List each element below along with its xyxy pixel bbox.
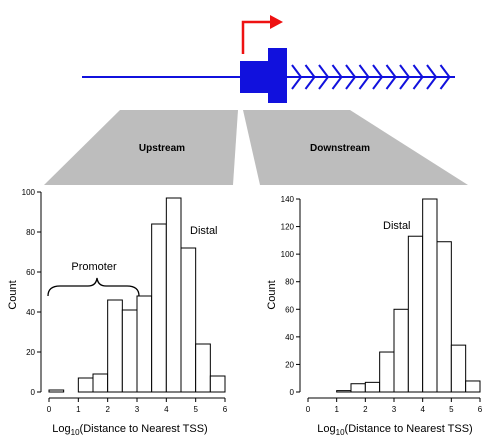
histogram-bar (107, 299, 123, 393)
y-axis-label: Count (7, 280, 19, 309)
x-tick-label: 5 (193, 405, 198, 414)
chevron-icon (372, 64, 384, 90)
histogram-bar (121, 309, 138, 393)
direction-chevrons (291, 64, 451, 90)
x-axis-label-subscript: 10 (336, 428, 345, 437)
axes: 0 20 40 60 80 100 0 1 2 3 4 5 6 (22, 188, 228, 414)
y-tick-label: 40 (26, 308, 35, 317)
y-tick-label: 0 (31, 388, 36, 397)
x-axis-label-prefix: Log (52, 423, 70, 435)
chevron-icon (439, 64, 451, 90)
y-tick-label: 140 (281, 195, 295, 204)
chevron-icon (426, 64, 438, 90)
x-tick-label: 0 (47, 405, 52, 414)
histogram-bar (48, 389, 65, 393)
y-tick-label: 40 (285, 333, 294, 342)
x-axis-label-suffix: (Distance to Nearest TSS) (80, 423, 208, 435)
y-tick-label: 100 (22, 188, 36, 197)
histogram-bar (165, 197, 182, 393)
x-axis-label: Log10(Distance to Nearest TSS) (52, 423, 207, 437)
upstream-label: Upstream (139, 143, 185, 154)
promoter-label: Promoter (71, 261, 117, 273)
histogram-bar (364, 381, 381, 393)
histogram-bar (436, 241, 452, 393)
histogram-bar (77, 377, 94, 393)
x-axis-label-prefix: Log (317, 423, 335, 435)
y-tick-label: 0 (290, 388, 295, 397)
x-tick-label: 1 (334, 405, 339, 414)
tss-arrow-icon (241, 20, 272, 54)
chevron-icon (304, 64, 316, 90)
x-tick-label: 4 (164, 405, 169, 414)
axes: 0 20 40 60 80 100 120 140 0 1 2 3 4 5 6 (281, 195, 483, 414)
y-tick-label: 120 (281, 223, 295, 232)
promoter-brace-icon (47, 277, 140, 297)
histogram-bar (393, 308, 409, 393)
x-axis-label: Log10(Distance to Nearest TSS) (317, 423, 472, 437)
chevron-icon (291, 64, 303, 90)
upstream-region (44, 110, 238, 185)
histogram-bar (136, 295, 153, 393)
upstream-histogram: Count 0 20 40 60 80 100 0 1 2 3 4 5 6 Promoter Dista… (7, 188, 228, 437)
x-tick-label: 3 (392, 405, 397, 414)
gene-diagram: Upstream Downstream (44, 15, 468, 185)
y-tick-label: 80 (285, 278, 294, 287)
y-tick-label: 60 (285, 305, 294, 314)
chevron-icon (318, 64, 330, 90)
histogram-bar (336, 390, 352, 393)
histogram-bar (350, 383, 366, 393)
chevron-icon (412, 64, 424, 90)
histogram-bar (180, 247, 197, 393)
y-tick-label: 20 (285, 360, 294, 369)
histogram-bar (465, 380, 481, 393)
downstream-label: Downstream (310, 143, 370, 154)
x-tick-label: 0 (306, 405, 311, 414)
histogram-bar (450, 344, 467, 393)
x-tick-label: 6 (478, 405, 483, 414)
exon-small (240, 61, 268, 93)
downstream-histogram: Count 0 20 40 60 80 100 120 140 0 1 2 3 4 5 6 Distal L… (266, 195, 483, 437)
y-tick-label: 80 (26, 228, 35, 237)
x-tick-label: 5 (449, 405, 454, 414)
x-axis-label-subscript: 10 (71, 428, 80, 437)
histogram-bar (92, 373, 109, 393)
x-tick-label: 6 (223, 405, 228, 414)
chevron-icon (358, 64, 370, 90)
tss-arrow-head-icon (270, 15, 283, 29)
exon-large (268, 48, 287, 103)
chevron-icon (399, 64, 411, 90)
y-tick-label: 20 (26, 348, 35, 357)
x-tick-label: 2 (105, 405, 110, 414)
histogram-bar (209, 375, 226, 393)
y-tick-label: 60 (26, 268, 35, 277)
x-tick-label: 4 (420, 405, 425, 414)
x-tick-label: 1 (76, 405, 81, 414)
histogram-bar (195, 343, 211, 393)
bars (336, 198, 481, 393)
histogram-bar (407, 235, 424, 393)
distal-label: Distal (383, 220, 411, 232)
chevron-icon (331, 64, 343, 90)
y-axis-label: Count (266, 280, 278, 309)
histogram-bar (151, 223, 167, 393)
histogram-bar (422, 198, 438, 393)
promoter-brace: Promoter (47, 261, 140, 297)
chevron-icon (385, 64, 397, 90)
distal-label: Distal (190, 225, 218, 237)
x-tick-label: 3 (135, 405, 140, 414)
histogram-bar (379, 351, 395, 393)
bars (48, 197, 226, 393)
y-tick-label: 100 (281, 250, 295, 259)
x-tick-label: 2 (363, 405, 368, 414)
downstream-region (243, 110, 468, 185)
x-axis-label-suffix: (Distance to Nearest TSS) (345, 423, 473, 435)
chevron-icon (345, 64, 357, 90)
